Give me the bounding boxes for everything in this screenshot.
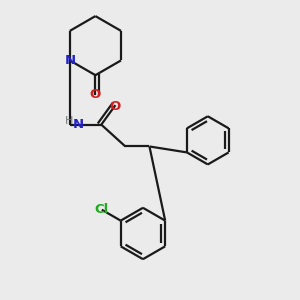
Text: O: O bbox=[109, 100, 120, 112]
Text: Cl: Cl bbox=[95, 203, 109, 216]
Text: N: N bbox=[73, 118, 84, 131]
Text: H: H bbox=[65, 116, 74, 126]
Text: N: N bbox=[65, 54, 76, 67]
Text: O: O bbox=[90, 88, 101, 101]
